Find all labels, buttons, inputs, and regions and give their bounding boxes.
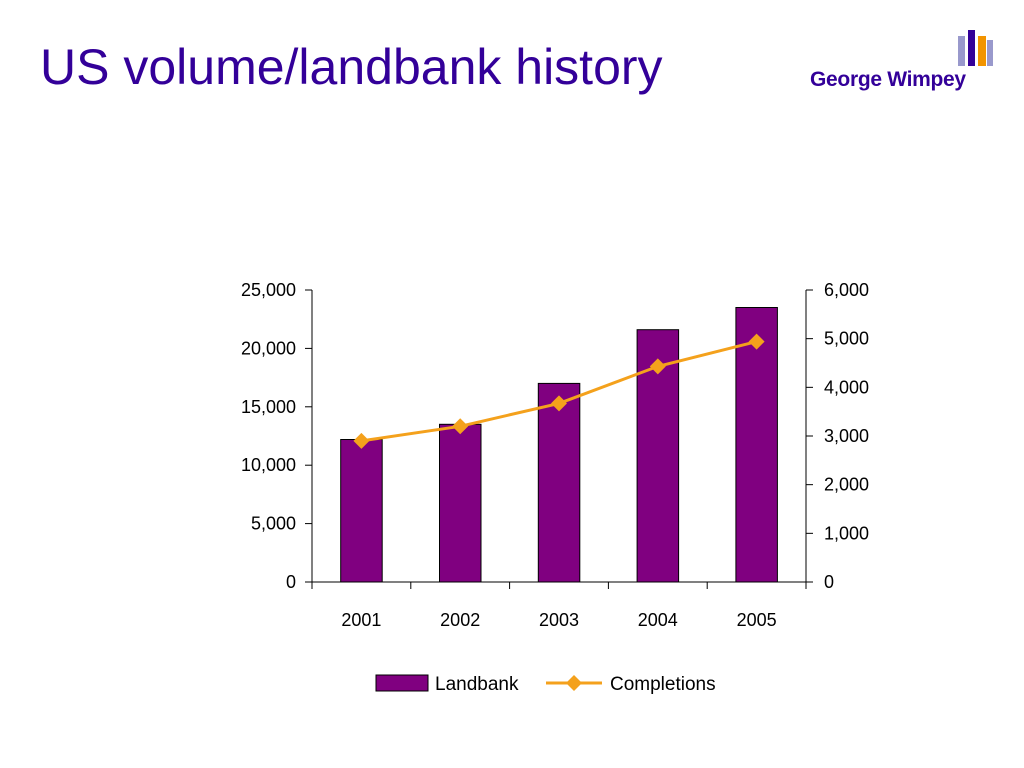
y-right-tick-label: 1,000: [824, 523, 869, 543]
bar-landbank-2005: [735, 307, 778, 583]
y-left-tick-label: 0: [286, 572, 296, 592]
legend-label-landbank: Landbank: [435, 674, 519, 695]
bar-landbank-2003: [537, 382, 581, 583]
logo-bars-icon: [958, 30, 993, 66]
marker-completions-2005: [748, 333, 765, 350]
legend-label-completions: Completions: [610, 674, 716, 695]
bar-landbank-2001: [340, 439, 383, 583]
marker-completions-2004: [649, 358, 666, 375]
x-tick-label: 2001: [341, 610, 381, 630]
x-tick-label: 2002: [440, 610, 480, 630]
y-right-tick-label: 0: [824, 572, 834, 592]
y-left-tick-label: 15,000: [241, 397, 296, 417]
bar-landbank-2002: [439, 423, 482, 583]
marker-completions-2001: [353, 432, 370, 449]
george-wimpey-logo: George Wimpey: [808, 30, 998, 100]
logo-text: George Wimpey: [810, 68, 966, 91]
y-right-tick-label: 2,000: [824, 475, 869, 495]
y-left-tick-label: 10,000: [241, 455, 296, 475]
legend-marker-completions: [566, 675, 582, 691]
marker-completions-2002: [452, 418, 469, 435]
y-left-tick-label: 25,000: [241, 280, 296, 300]
x-tick-label: 2004: [638, 610, 678, 630]
y-right-tick-label: 3,000: [824, 426, 869, 446]
y-left-tick-label: 5,000: [251, 514, 296, 534]
y-right-tick-label: 5,000: [824, 329, 869, 349]
legend-swatch-landbank: [375, 674, 429, 692]
y-right-tick-label: 6,000: [824, 280, 869, 300]
slide-title: US volume/landbank history: [40, 39, 663, 95]
y-right-tick-label: 4,000: [824, 377, 869, 397]
y-left-tick-label: 20,000: [241, 338, 296, 358]
x-tick-label: 2003: [539, 610, 579, 630]
marker-completions-2003: [551, 395, 567, 412]
x-tick-label: 2005: [737, 610, 777, 630]
